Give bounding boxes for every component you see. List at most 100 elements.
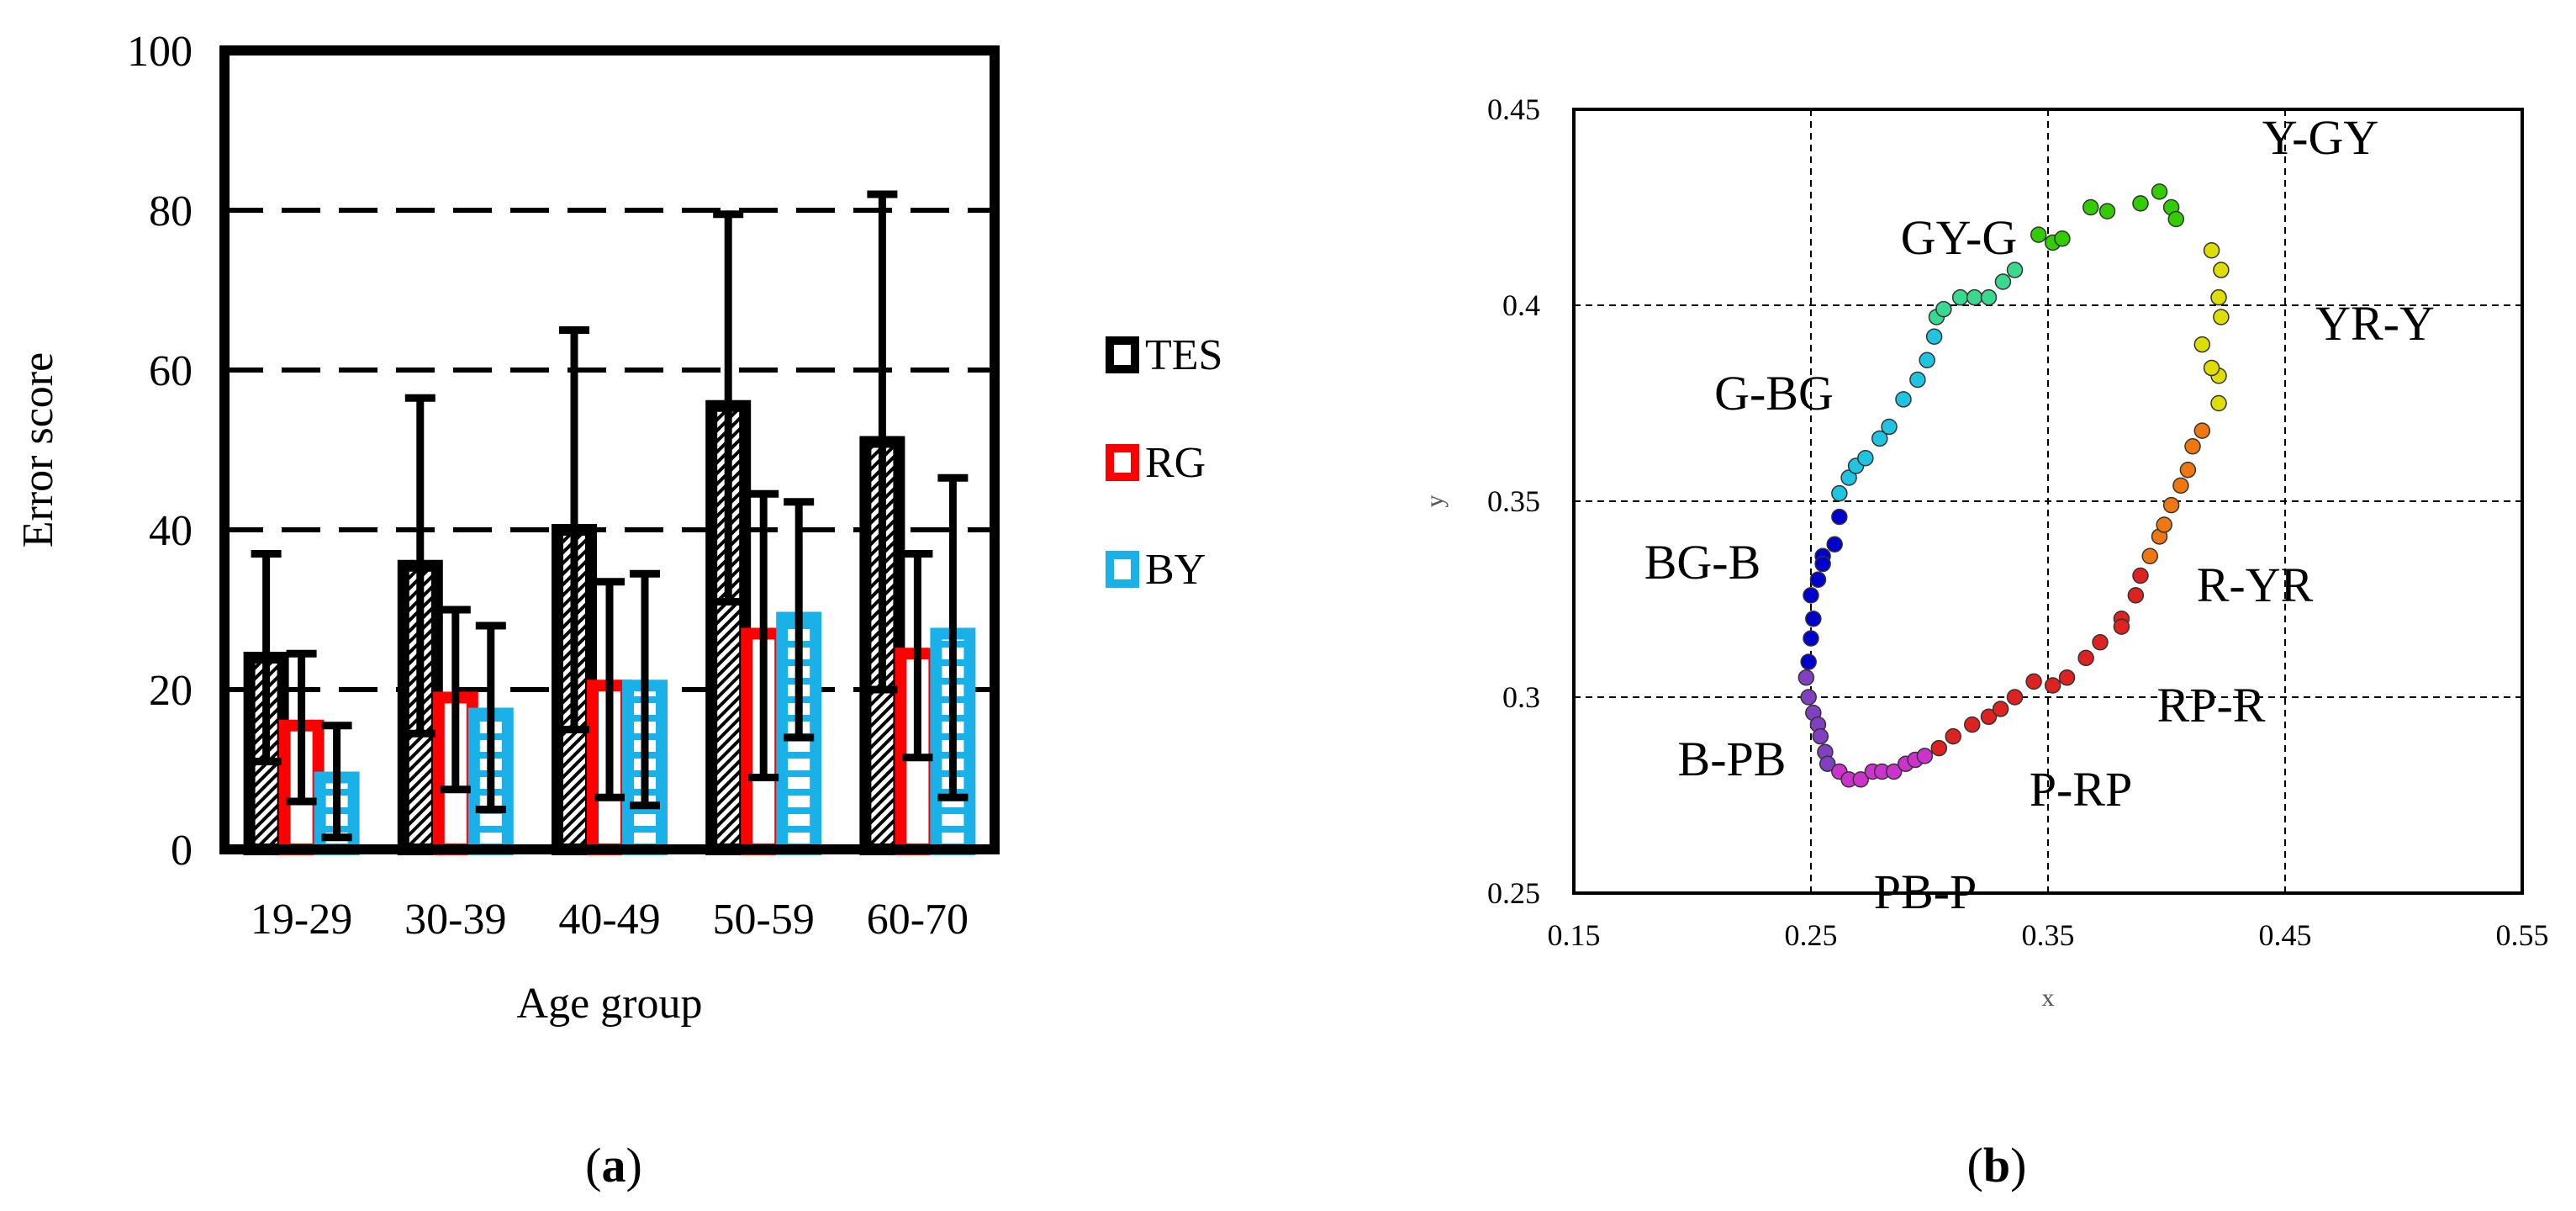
legend-swatch-tes xyxy=(1106,336,1139,373)
annotation-gy-g: GY-G xyxy=(1901,210,2018,265)
panel-b-x-tick-labels: 0.15 0.25 0.35 0.45 0.55 xyxy=(1548,918,2549,952)
panel-a-y-axis-label: Error score xyxy=(14,352,62,547)
annotation-r-yr: R-YR xyxy=(2197,558,2314,612)
point-p-rp xyxy=(2092,634,2109,651)
panel-b-plot-frame xyxy=(1572,108,2524,895)
point-p-rp xyxy=(1992,701,2009,717)
point-y-gy xyxy=(2132,195,2149,212)
point-gy-g xyxy=(1935,300,1952,318)
y-tick-label: 60 xyxy=(149,347,193,395)
point-gy-g xyxy=(1980,288,1998,306)
point-pb-p xyxy=(1916,748,1934,764)
y-tick-label: 80 xyxy=(149,188,193,235)
point-bg-b xyxy=(1814,555,1831,573)
point-gy-g xyxy=(2006,262,2024,278)
point-y-gy xyxy=(2030,226,2047,243)
point-b-pb xyxy=(1819,755,1836,772)
point-yr-y xyxy=(2213,309,2230,325)
point-g-bg xyxy=(1925,328,1943,346)
x-tick-label: 19-29 xyxy=(251,896,352,944)
point-bg-b xyxy=(1831,508,1848,526)
point-r-yr xyxy=(2162,496,2180,514)
legend-swatch-by xyxy=(1106,551,1139,588)
legend-label-tes: TES xyxy=(1145,331,1222,379)
point-yr-y xyxy=(2210,394,2227,412)
point-gy-g xyxy=(1994,273,2012,290)
point-p-rp xyxy=(2044,677,2061,694)
x-tick-label: 40-49 xyxy=(558,896,660,944)
point-p-rp xyxy=(2113,618,2130,635)
x-tick-label: 0.55 xyxy=(2496,918,2549,952)
panel-a-label: (a) xyxy=(585,1138,642,1192)
point-gy-g xyxy=(1966,288,1983,306)
panel-b-y-tick-labels: 0.25 0.3 0.35 0.4 0.45 xyxy=(1487,93,1540,910)
panel-a-x-axis-label: Age group xyxy=(517,980,703,1028)
y-tick-label: 40 xyxy=(149,507,193,555)
point-g-bg xyxy=(1840,469,1857,486)
point-yr-y xyxy=(2210,288,2227,306)
point-r-yr xyxy=(2172,477,2189,494)
point-y-gy xyxy=(2082,198,2099,216)
panel-a-letter: a xyxy=(602,1138,626,1192)
point-g-bg xyxy=(1871,430,1888,447)
point-yr-y xyxy=(2193,336,2211,353)
panel-b-label: (b) xyxy=(1967,1138,2027,1192)
y-tick-label: 0.25 xyxy=(1487,876,1540,910)
point-p-rp xyxy=(2006,689,2024,706)
annotation-p-rp: P-RP xyxy=(2030,762,2133,817)
point-r-yr xyxy=(2156,516,2172,533)
point-b-pb xyxy=(1812,727,1829,745)
point-p-rp xyxy=(1930,739,1948,757)
annotation-g-bg: G-BG xyxy=(1714,366,1834,420)
annotation-bg-b: BG-B xyxy=(1644,535,1761,590)
point-bg-b xyxy=(1805,611,1822,627)
y-tick-label: 0.35 xyxy=(1487,484,1540,518)
annotation-y-gy: Y-GY xyxy=(2262,110,2379,165)
x-tick-label: 50-59 xyxy=(713,896,815,944)
y-tick-label: 0.3 xyxy=(1502,680,1540,714)
annotation-pb-p: PB-P xyxy=(1874,865,1977,919)
x-tick-label: 0.25 xyxy=(1785,918,1838,952)
point-p-rp xyxy=(1945,727,1961,745)
point-p-rp xyxy=(1964,716,1981,733)
point-bg-b xyxy=(1809,571,1827,588)
point-r-yr xyxy=(2184,438,2201,455)
point-b-pb xyxy=(1800,689,1817,706)
point-r-yr xyxy=(2193,422,2211,439)
point-bg-b xyxy=(1803,630,1819,647)
point-bg-b xyxy=(1800,653,1817,670)
panel-a-legend: TES RG BY xyxy=(1106,331,1222,594)
panel-a-plot-frame xyxy=(219,45,1000,854)
point-b-pb xyxy=(1797,669,1815,686)
point-pb-p xyxy=(1852,771,1869,788)
legend-swatch-rg xyxy=(1106,444,1139,481)
point-g-bg xyxy=(1857,449,1874,467)
y-tick-label: 0 xyxy=(171,827,193,875)
panel-b-letter: b xyxy=(1983,1138,2010,1192)
point-yr-y xyxy=(2203,242,2220,259)
point-r-yr xyxy=(2179,461,2197,479)
point-p-rp xyxy=(2127,587,2145,604)
point-g-bg xyxy=(1831,484,1848,502)
point-bg-b xyxy=(1826,536,1843,553)
point-y-gy xyxy=(2098,203,2116,219)
legend-label-by: BY xyxy=(1145,546,1206,594)
point-gy-g xyxy=(1951,288,1969,306)
point-p-rp xyxy=(2077,649,2094,667)
y-tick-label: 20 xyxy=(149,667,193,715)
x-tick-label: 0.35 xyxy=(2022,918,2075,952)
point-pb-p xyxy=(1885,763,1903,780)
annotation-b-pb: B-PB xyxy=(1678,732,1787,786)
point-p-rp xyxy=(2132,567,2149,584)
point-y-gy xyxy=(2054,230,2071,247)
point-p-rp xyxy=(1980,708,1998,726)
legend-label-rg: RG xyxy=(1145,439,1206,487)
point-g-bg xyxy=(1919,352,1935,368)
panel-a-y-tick-labels: 0 20 40 60 80 100 xyxy=(127,28,193,875)
x-tick-label: 30-39 xyxy=(404,896,506,944)
point-g-bg xyxy=(1895,391,1912,408)
point-r-yr xyxy=(2141,547,2159,564)
panel-b-points xyxy=(1797,183,2230,788)
point-yr-y xyxy=(2203,359,2220,377)
annotation-rp-r: RP-R xyxy=(2157,678,2266,732)
